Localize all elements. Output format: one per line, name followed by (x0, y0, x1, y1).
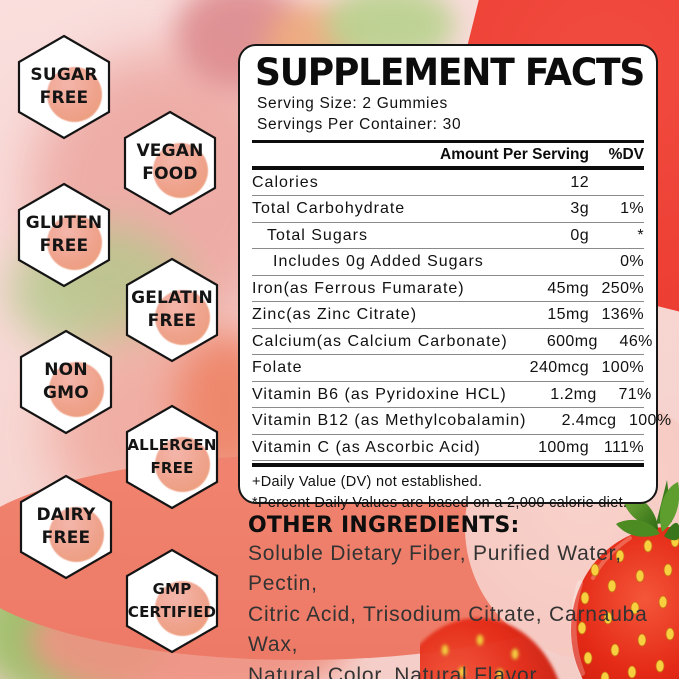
table-row: Zinc(as Zinc Citrate) 15mg 136% (252, 302, 644, 329)
table-row: Iron(as Ferrous Fumarate) 45mg 250% (252, 276, 644, 303)
footnote: +Daily Value (DV) not established. (252, 473, 483, 490)
table-row: Vitamin C (as Ascorbic Acid) 100mg 111% (252, 435, 644, 462)
supplement-facts-title: SUPPLEMENT FACTS (255, 51, 645, 95)
badge-circle (155, 581, 210, 636)
strawberry-leaf (616, 480, 679, 541)
table-row: Total Carbohydrate 3g 1% (252, 196, 644, 223)
badge-circle (47, 215, 102, 270)
amount-per-serving-header: Amount Per Serving (440, 145, 589, 163)
table-row: Vitamin B12 (as Methylcobalamin) 2.4mcg … (252, 408, 671, 435)
badge-sugar-free: SUGAR FREE (17, 34, 111, 140)
badge-circle (47, 67, 102, 122)
other-ingredients-line: Soluble Dietary Fiber, Purified Water, P… (248, 542, 622, 595)
table-row: Total Sugars 0g * (252, 223, 644, 250)
divider (252, 463, 644, 467)
badge-circle (155, 290, 210, 345)
badge-circle (49, 362, 104, 417)
serving-size: Serving Size: 2 Gummies (257, 94, 448, 112)
table-row: Vitamin B6 (as Pyridoxine HCL) 1.2mg 71% (252, 382, 651, 409)
strawberry-image (420, 480, 679, 679)
other-ingredients-section: OTHER INGREDIENTS: Soluble Dietary Fiber… (248, 513, 673, 679)
other-ingredients-title: OTHER INGREDIENTS: (248, 513, 520, 538)
footnote: *Percent Daily Values are based on a 2,0… (252, 494, 628, 511)
badge-vegan-food: VEGAN FOOD (123, 110, 217, 216)
badge-allergen-free: ALLERGEN FREE (125, 404, 219, 510)
table-row: Folate 240mcg 100% (252, 355, 644, 382)
divider (252, 139, 644, 144)
badge-non-gmo: NON GMO (19, 329, 113, 435)
badge-gluten-free: GLUTEN FREE (17, 182, 111, 288)
table-header-row: Amount Per Serving %DV (252, 143, 644, 166)
badge-gmp-certified: GMP CERTIFIED (125, 548, 219, 654)
table-row: Includes 0g Added Sugars 0% (252, 249, 644, 276)
table-row: Calories 12 (252, 170, 644, 197)
badge-circle (153, 143, 208, 198)
dv-header: %DV (608, 145, 644, 163)
other-ingredients-line: Citric Acid, Trisodium Citrate, Carnauba… (248, 603, 648, 656)
badge-gelatin-free: GELATIN FREE (125, 257, 219, 363)
servings-per-container: Servings Per Container: 30 (257, 115, 462, 133)
badge-circle (49, 507, 104, 562)
badge-dairy-free: DAIRY FREE (19, 474, 113, 580)
divider (252, 166, 644, 170)
table-row: Calcium(as Calcium Carbonate) 600mg 46% (252, 329, 652, 356)
supplement-facts-panel: SUPPLEMENT FACTS Serving Size: 2 Gummies… (238, 44, 671, 511)
badge-circle (155, 437, 210, 492)
other-ingredients-line: Natural Color, Natural Flavor. (248, 664, 543, 679)
